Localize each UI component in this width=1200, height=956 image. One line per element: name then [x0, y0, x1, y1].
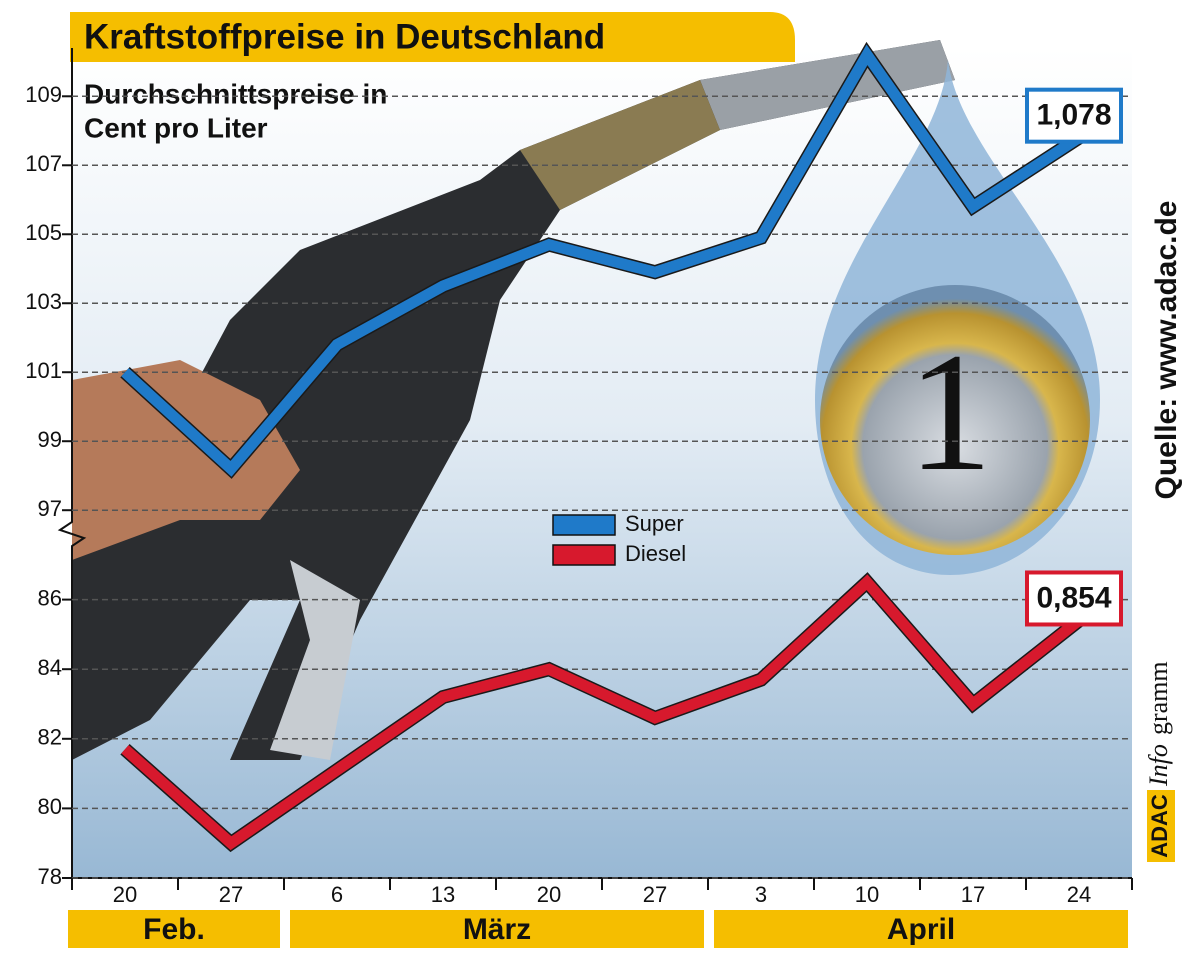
- x-tick-label: 6: [331, 882, 343, 907]
- credit: gramm: [1144, 661, 1173, 735]
- legend-swatch: [552, 514, 616, 536]
- y-tick-label: 78: [38, 864, 62, 889]
- x-tick-label: 20: [537, 882, 561, 907]
- x-tick-label: 17: [961, 882, 985, 907]
- series-line: [121, 44, 1083, 477]
- coin-drop-illustration: 1: [815, 60, 1100, 575]
- title-bar: [70, 12, 795, 62]
- x-tick-label: 27: [643, 882, 667, 907]
- x-tick-label: 24: [1067, 882, 1091, 907]
- y-tick-label: 103: [25, 289, 62, 314]
- y-tick-label: 97: [38, 496, 62, 521]
- y-tick-label: 105: [25, 220, 62, 245]
- value-label-box: [1025, 570, 1123, 627]
- x-tick-label: 27: [219, 882, 243, 907]
- x-tick-label: 3: [755, 882, 767, 907]
- chart-title: Kraftstoffpreise in Deutschland: [84, 17, 605, 56]
- month-band: [290, 910, 704, 948]
- subtitle: Cent pro Liter: [84, 112, 268, 143]
- y-tick-label: 80: [38, 794, 62, 819]
- x-tick-label: 10: [855, 882, 879, 907]
- y-tick-label: 107: [25, 151, 62, 176]
- y-tick-label: 82: [38, 725, 62, 750]
- y-tick-label: 84: [38, 655, 62, 680]
- series-line: [121, 574, 1083, 851]
- x-tick-label: 20: [113, 882, 137, 907]
- y-tick-label: 86: [38, 585, 62, 610]
- legend-label: Diesel: [625, 541, 686, 566]
- legend-label: Super: [625, 511, 684, 536]
- source: Quelle: www.adac.de: [1150, 201, 1183, 500]
- month-band: [68, 910, 280, 948]
- svg-text:1: 1: [908, 318, 993, 506]
- month-label: März: [463, 913, 531, 946]
- credit: Info: [1144, 744, 1173, 787]
- credit-badge: [1147, 790, 1175, 862]
- month-label: April: [887, 913, 955, 946]
- value-label-box: [1025, 87, 1123, 144]
- month-band: [714, 910, 1128, 948]
- value-label: 0,854: [1036, 581, 1111, 614]
- y-tick-label: 101: [25, 358, 62, 383]
- y-tick-label: 109: [25, 82, 62, 107]
- legend-swatch: [552, 544, 616, 566]
- month-label: Feb.: [143, 913, 205, 946]
- subtitle: Durchschnittspreise in: [84, 78, 387, 109]
- x-tick-label: 13: [431, 882, 455, 907]
- value-label: 1,078: [1036, 99, 1111, 132]
- credit: ADAC: [1147, 794, 1172, 858]
- y-tick-label: 99: [38, 427, 62, 452]
